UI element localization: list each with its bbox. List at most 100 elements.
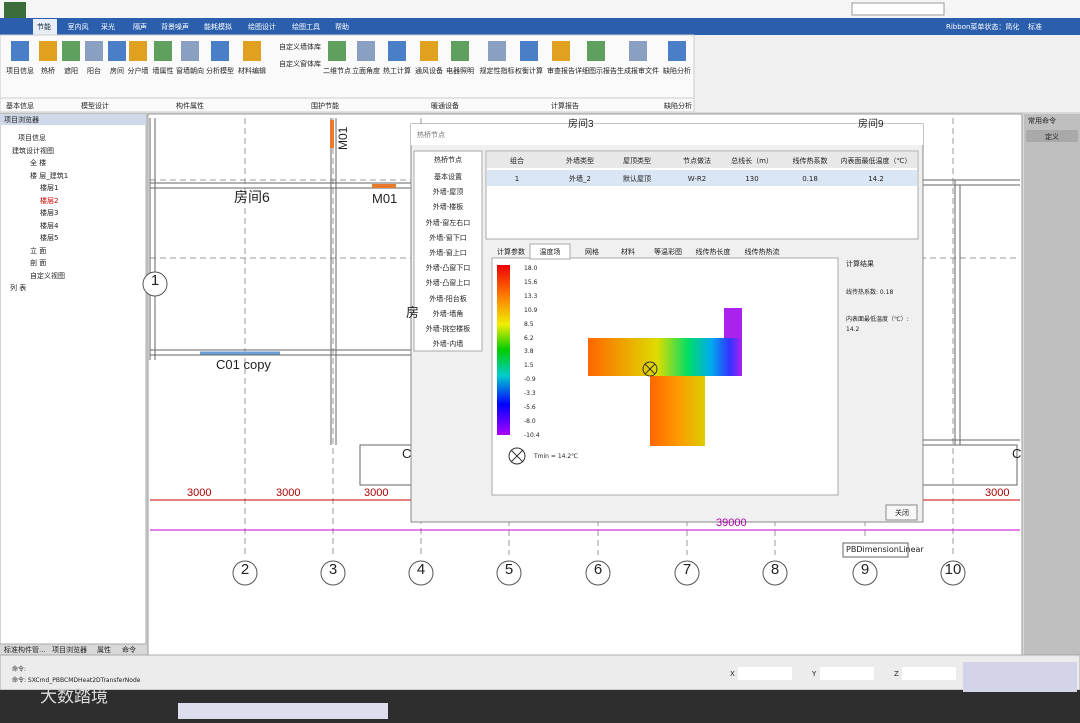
dialog-tab[interactable]: 材料 bbox=[621, 248, 635, 256]
x-input[interactable] bbox=[738, 667, 792, 680]
tree-item[interactable]: 楼层2 bbox=[40, 196, 59, 205]
ribbon-button[interactable]: 热桥 bbox=[41, 67, 55, 75]
tree-item[interactable]: 楼层3 bbox=[40, 209, 59, 217]
tree-item[interactable]: 自定义视图 bbox=[30, 271, 65, 280]
menu-tab[interactable]: 绘图工具 bbox=[292, 23, 320, 31]
ribbon-icon[interactable] bbox=[357, 41, 375, 61]
close-button[interactable] bbox=[885, 504, 918, 521]
dialog-tab[interactable]: 温度场 bbox=[539, 248, 561, 256]
menu-tab[interactable]: 帮助 bbox=[335, 23, 349, 31]
ribbon-icon[interactable] bbox=[451, 41, 469, 61]
list-item[interactable]: 外墙-墙角 bbox=[432, 309, 464, 318]
ribbon-button[interactable]: 生成报审文件 bbox=[617, 67, 659, 75]
dialog-tab[interactable]: 线传热长度 bbox=[695, 248, 731, 256]
close-button-label[interactable]: 关闭 bbox=[895, 509, 909, 517]
tree-item[interactable]: 楼层1 bbox=[40, 184, 59, 192]
ribbon-icon[interactable] bbox=[39, 41, 57, 61]
tree-item[interactable]: 列 表 bbox=[10, 284, 27, 292]
list-item[interactable]: 基本设置 bbox=[434, 173, 462, 181]
panel-tab[interactable]: 属性 bbox=[97, 646, 111, 654]
ribbon-button[interactable]: 窗墙朝向 bbox=[176, 67, 204, 75]
ribbon-button[interactable]: 分析模型 bbox=[206, 67, 234, 75]
ribbon-mode[interactable]: 标准 bbox=[1028, 23, 1042, 31]
list-item[interactable]: 外墙-凸窗上口 bbox=[425, 279, 471, 288]
menu-tab[interactable]: 采光 bbox=[101, 23, 115, 31]
ribbon-icon[interactable] bbox=[587, 41, 605, 61]
ribbon-button[interactable]: 二维节点 bbox=[323, 67, 351, 75]
panel-tab[interactable]: 标准构件管... bbox=[4, 646, 46, 654]
ribbon-icon[interactable] bbox=[552, 41, 570, 61]
menu-tab[interactable]: 隔声 bbox=[133, 23, 147, 31]
ribbon-small-button[interactable]: 自定义墙体库 bbox=[279, 43, 321, 51]
ribbon-icon[interactable] bbox=[11, 41, 29, 61]
ribbon-icon[interactable] bbox=[388, 41, 406, 61]
ribbon-button[interactable]: 审查报告 bbox=[547, 67, 575, 75]
ribbon-icon[interactable] bbox=[211, 41, 229, 61]
ribbon-icon[interactable] bbox=[154, 41, 172, 61]
tree-item[interactable]: 建筑设计视图 bbox=[12, 146, 54, 155]
ribbon-button[interactable]: 通风设备 bbox=[415, 67, 443, 75]
menu-tab[interactable]: 室内风 bbox=[67, 23, 89, 31]
menu-tab[interactable]: 能耗模拟 bbox=[204, 23, 232, 31]
z-input[interactable] bbox=[902, 667, 956, 680]
define-button[interactable] bbox=[1026, 130, 1078, 142]
list-item[interactable]: 外墙-楼板 bbox=[432, 203, 464, 212]
ribbon-button[interactable]: 详细图示报告 bbox=[575, 67, 617, 75]
ribbon-icon[interactable] bbox=[668, 41, 686, 61]
menu-tab[interactable]: 背景噪声 bbox=[161, 23, 189, 31]
ribbon-button[interactable]: 房间 bbox=[110, 67, 124, 75]
panel-tab[interactable]: 命令 bbox=[122, 646, 136, 654]
view-tools[interactable] bbox=[963, 662, 1077, 692]
ribbon-small-button[interactable]: 自定义窗体库 bbox=[279, 60, 321, 68]
ribbon-icon[interactable] bbox=[420, 41, 438, 61]
snap-toolbar[interactable] bbox=[178, 703, 388, 719]
list-item[interactable]: 外墙-窗左右口 bbox=[425, 218, 471, 227]
list-item[interactable]: 外墙-凸窗下口 bbox=[425, 264, 471, 273]
y-input[interactable] bbox=[820, 667, 874, 680]
ribbon-icon[interactable] bbox=[488, 41, 506, 61]
ribbon-icon[interactable] bbox=[108, 41, 126, 61]
list-item[interactable]: 外墙-阳台板 bbox=[429, 294, 467, 303]
menu-tab[interactable]: 节能 bbox=[37, 23, 51, 31]
ribbon-icon[interactable] bbox=[328, 41, 346, 61]
panel-tab[interactable]: 项目浏览器 bbox=[52, 646, 87, 654]
dialog-tab[interactable]: 线传热热流 bbox=[744, 248, 780, 256]
dialog-tab[interactable]: 网格 bbox=[585, 248, 599, 256]
panel-button[interactable]: 定义 bbox=[1045, 133, 1059, 141]
ribbon-button[interactable]: 项目信息 bbox=[6, 67, 34, 75]
tree-item[interactable]: 立 面 bbox=[30, 246, 47, 255]
list-item[interactable]: 外墙-屋顶 bbox=[432, 188, 464, 197]
tree-item[interactable]: 项目信息 bbox=[18, 134, 46, 142]
menu-tab[interactable]: 绘图设计 bbox=[248, 23, 276, 31]
tree-item[interactable]: 楼 层_建筑1 bbox=[30, 171, 69, 180]
ribbon-button[interactable]: 立面角度 bbox=[352, 67, 380, 75]
ribbon-button[interactable]: 规定性指标 bbox=[479, 67, 515, 75]
list-item[interactable]: 外墙-窗上口 bbox=[429, 249, 467, 257]
ribbon-button[interactable]: 热工计算 bbox=[383, 67, 411, 75]
tree-item[interactable]: 楼层4 bbox=[40, 221, 59, 230]
list-item[interactable]: 外墙-内墙 bbox=[432, 340, 464, 349]
dialog-tab[interactable]: 计算参数 bbox=[497, 248, 525, 256]
search-box[interactable] bbox=[851, 2, 945, 16]
ribbon-button[interactable]: 缺陷分析 bbox=[663, 67, 691, 75]
ribbon-button[interactable]: 分户墙 bbox=[127, 67, 149, 75]
ribbon-button[interactable]: 阳台 bbox=[87, 67, 101, 75]
ribbon-button[interactable]: 墙属性 bbox=[152, 67, 174, 75]
tree-item[interactable]: 楼层5 bbox=[40, 234, 59, 242]
ribbon-button[interactable]: 材料编辑 bbox=[238, 67, 266, 75]
ribbon-button[interactable]: 权衡计算 bbox=[515, 67, 543, 75]
ribbon-icon[interactable] bbox=[520, 41, 538, 61]
list-item[interactable]: 外墙-挑空楼板 bbox=[425, 325, 471, 333]
ribbon-button[interactable]: 遮阳 bbox=[64, 67, 78, 75]
tree-item[interactable]: 全 楼 bbox=[30, 159, 47, 167]
ribbon-icon[interactable] bbox=[62, 41, 80, 61]
ribbon-icon[interactable] bbox=[181, 41, 199, 61]
tree-item[interactable]: 剖 面 bbox=[30, 259, 47, 267]
ribbon-button[interactable]: 电器照明 bbox=[446, 67, 474, 75]
list-item[interactable]: 外墙-窗下口 bbox=[429, 233, 467, 242]
ribbon-icon[interactable] bbox=[629, 41, 647, 61]
ribbon-icon[interactable] bbox=[243, 41, 261, 61]
ribbon-icon[interactable] bbox=[129, 41, 147, 61]
dialog-tab[interactable]: 等温彩图 bbox=[654, 248, 682, 256]
ribbon-icon[interactable] bbox=[85, 41, 103, 61]
